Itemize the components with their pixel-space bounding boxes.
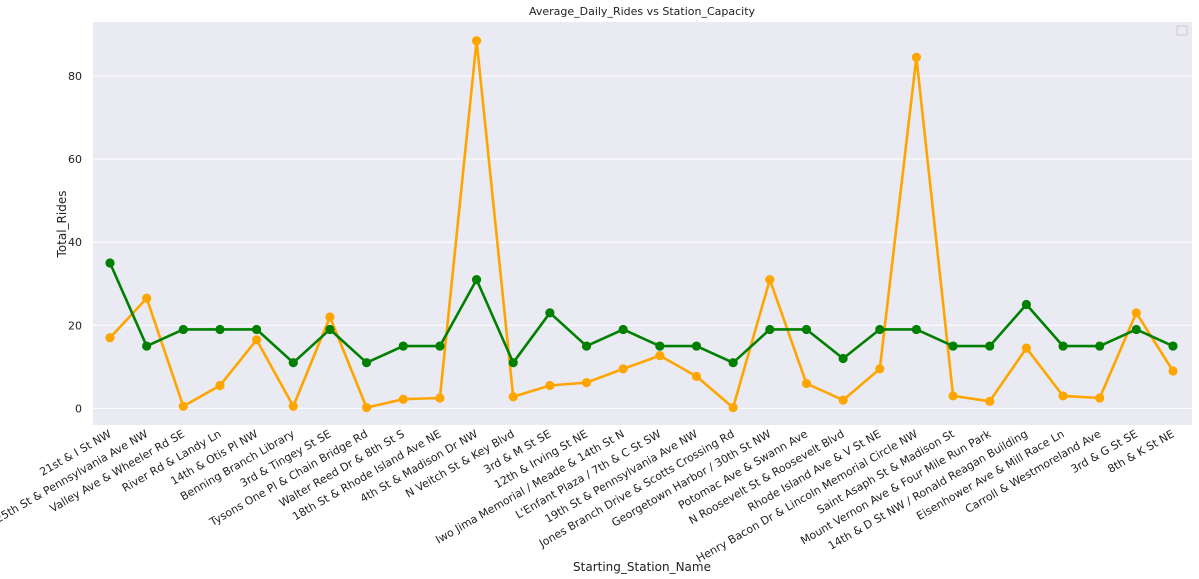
- series-1-point: [985, 341, 995, 351]
- series-1-point: [288, 358, 298, 368]
- x-axis-label: Starting_Station_Name: [573, 560, 711, 574]
- series-0-point: [948, 391, 958, 401]
- series-1-point: [142, 341, 152, 351]
- y-tick-labels: 0 20 40 60 80: [68, 70, 82, 415]
- series-0-point: [178, 401, 188, 411]
- series-0-point: [215, 380, 225, 391]
- series-0-point: [728, 402, 738, 413]
- series-1-point: [545, 308, 555, 318]
- series-1-point: [1095, 341, 1105, 351]
- series-0-point: [691, 371, 702, 381]
- series-1-point: [948, 341, 958, 351]
- series-0-point: [838, 395, 848, 405]
- series-1-point: [105, 258, 115, 268]
- series-0-point: [655, 351, 665, 361]
- series-1-point: [655, 341, 665, 351]
- series-1-point: [911, 324, 922, 335]
- y-axis-label: Total_Rides: [55, 191, 69, 259]
- series-0-point: [911, 52, 922, 62]
- series-0-point: [1095, 393, 1105, 403]
- series-layer: [105, 36, 1178, 413]
- series-0-point: [471, 36, 482, 46]
- series-0-point: [361, 402, 372, 413]
- series-1-point: [178, 324, 188, 335]
- series-1-point: [618, 324, 628, 335]
- series-0-point: [1021, 343, 1031, 353]
- y-tick-label: 40: [68, 236, 82, 249]
- series-0-point: [398, 394, 408, 404]
- series-1-point: [728, 358, 738, 368]
- series-0-point: [875, 364, 885, 374]
- series-1-point: [508, 358, 518, 368]
- series-1-point: [435, 341, 445, 351]
- plot-background: [93, 22, 1192, 425]
- y-tick-label: 20: [68, 319, 82, 332]
- series-0-point: [325, 312, 335, 322]
- chart-title: Average_Daily_Rides vs Station_Capacity: [529, 5, 756, 18]
- series-0-point: [435, 393, 445, 403]
- legend-box: [1176, 25, 1188, 36]
- series-1-point: [1131, 324, 1141, 335]
- series-0-point: [142, 293, 152, 303]
- series-0-point: [801, 378, 812, 389]
- x-tick-label: 25th St & Pennsylvania Ave NW: [0, 427, 150, 525]
- series-0-point: [581, 378, 592, 388]
- series-0-point: [765, 274, 775, 285]
- series-0-point: [1058, 391, 1068, 401]
- series-1-line: [108, 262, 1174, 365]
- series-0-point: [1131, 308, 1141, 318]
- series-1-point: [1021, 299, 1031, 310]
- series-0-point: [105, 333, 115, 343]
- series-0-point: [252, 335, 262, 345]
- y-tick-label: 0: [75, 402, 82, 415]
- y-tick-label: 60: [68, 153, 82, 166]
- series-1-point: [1058, 341, 1068, 351]
- series-1-point: [361, 358, 372, 368]
- series-0-point: [288, 401, 298, 411]
- series-1-point: [875, 324, 885, 335]
- series-0-point: [985, 396, 995, 406]
- series-0-point: [1168, 366, 1178, 376]
- series-1-point: [471, 274, 482, 285]
- series-0-line: [109, 39, 1175, 409]
- series-1-point: [765, 324, 775, 335]
- series-1-point: [801, 324, 812, 335]
- series-1-point: [325, 324, 335, 335]
- series-1-point: [215, 324, 225, 335]
- series-1-point: [252, 324, 262, 335]
- series-1-point: [691, 341, 702, 351]
- series-1-point: [398, 341, 408, 351]
- series-1-point: [838, 353, 848, 364]
- series-0-point: [545, 380, 555, 391]
- y-tick-label: 80: [68, 70, 82, 83]
- series-0-point: [508, 392, 518, 402]
- series-1-point: [581, 341, 592, 351]
- series-0-point: [618, 364, 628, 374]
- series-1-point: [1168, 341, 1178, 351]
